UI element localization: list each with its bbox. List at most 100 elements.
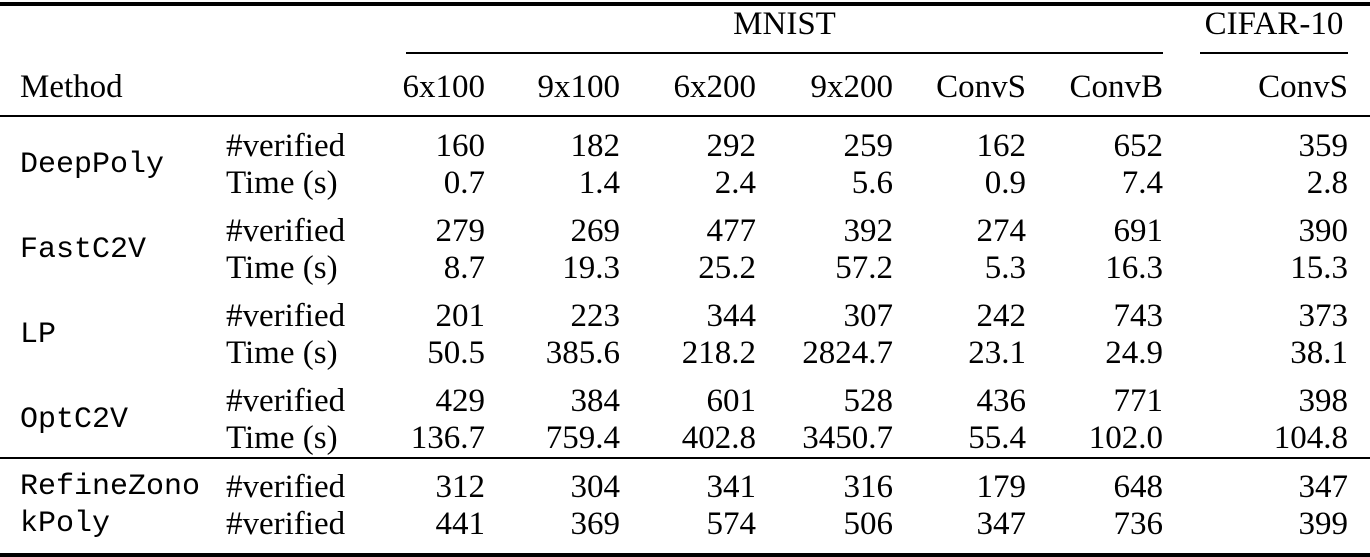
data-cell: 312 [390,457,485,506]
table-row: Time (s) 50.5 385.6 218.2 2824.7 23.1 24… [0,335,1370,372]
data-cell: 771 [1113,383,1164,419]
data-cell: 102.0 [1088,420,1163,456]
data-cell: 341 [620,457,756,506]
data-cell: 38.1 [1290,335,1348,371]
method-name: kPoly [20,507,111,541]
data-cell: 385.6 [545,335,620,371]
column-header-9x100: 9x100 [485,54,620,117]
data-cell: 759.4 [545,420,620,456]
table-row: OptC2V #verified 429 384 601 528 436 771… [0,372,1370,437]
data-cell: 691 [1113,213,1164,249]
metric-label: Time (s) [226,335,338,371]
data-cell: 373 [1298,298,1349,334]
data-cell: 601 [706,383,757,419]
data-cell: 398 [1298,383,1349,419]
data-cell: 24.9 [1105,335,1163,371]
table-row: Time (s) 0.7 1.4 2.4 5.6 0.9 7.4 2.8 [0,165,1370,202]
metric-label: Time (s) [226,165,338,201]
method-name: RefineZono [0,457,210,506]
table-row: Time (s) 8.7 19.3 25.2 57.2 5.3 16.3 15.… [0,250,1370,287]
data-cell: 182 [570,128,621,164]
data-cell: 279 [435,213,486,249]
column-header-convb: ConvB [1026,54,1163,117]
dataset-group-mnist: MNIST [390,4,1163,54]
data-cell: 1.4 [578,165,620,201]
data-cell: 259 [843,128,894,164]
metric-label: #verified [226,383,346,419]
data-cell: 743 [1113,298,1164,334]
data-cell: 5.3 [984,250,1026,286]
column-header-convs: ConvS [893,54,1026,117]
data-cell: 344 [706,298,757,334]
data-cell: 223 [570,298,621,334]
data-cell: 429 [435,383,486,419]
header-spacer [0,4,390,54]
data-cell: 307 [843,298,894,334]
method-name: FastC2V [20,232,147,267]
metric-label: #verified [210,457,390,506]
column-header-cifar-convs: ConvS [1163,54,1370,117]
column-header-6x100: 6x100 [390,54,485,117]
data-cell: 15.3 [1290,250,1348,286]
data-cell: 506 [843,506,894,542]
data-cell: 441 [435,506,486,542]
data-cell: 477 [706,213,757,249]
data-cell: 5.6 [851,165,893,201]
column-header-6x200: 6x200 [620,54,756,117]
data-cell: 50.5 [427,335,485,371]
table-row: LP #verified 201 223 344 307 242 743 373 [0,287,1370,352]
cifar10-group-rule: CIFAR-10 [1200,6,1348,54]
data-cell: 269 [570,213,621,249]
dataset-group-cifar10: CIFAR-10 [1163,4,1370,54]
data-cell: 104.8 [1273,420,1348,456]
data-cell: 399 [1298,506,1349,542]
data-cell: 19.3 [562,250,620,286]
data-cell: 3450.7 [802,420,893,456]
data-cell: 162 [976,128,1027,164]
method-column-header: Method [0,54,210,117]
table-row: FastC2V #verified 279 269 477 392 274 69… [0,202,1370,267]
data-cell: 16.3 [1105,250,1163,286]
data-cell: 23.1 [968,335,1026,371]
data-cell: 25.2 [698,250,756,286]
data-cell: 179 [893,457,1026,506]
data-cell: 392 [843,213,894,249]
dataset-group-label: MNIST [733,6,836,42]
data-cell: 304 [485,457,620,506]
data-cell: 201 [435,298,486,334]
metric-label: #verified [226,506,346,542]
data-cell: 736 [1113,506,1164,542]
data-cell: 160 [435,128,486,164]
data-cell: 136.7 [410,420,485,456]
metric-label: Time (s) [226,250,338,286]
data-cell: 402.8 [681,420,756,456]
column-header-9x200: 9x200 [756,54,893,117]
data-cell: 0.9 [984,165,1026,201]
metric-label: #verified [226,298,346,334]
data-cell: 384 [570,383,621,419]
table-row: DeepPoly #verified 160 182 292 259 162 6… [0,116,1370,182]
metric-label: #verified [226,213,346,249]
table-row: RefineZono #verified 312 304 341 316 179… [0,457,1370,506]
data-cell: 648 [1026,457,1163,506]
table-row: Time (s) 136.7 759.4 402.8 3450.7 55.4 1… [0,420,1370,458]
data-cell: 359 [1298,128,1349,164]
data-cell: 652 [1113,128,1164,164]
data-cell: 347 [976,506,1027,542]
data-cell: 57.2 [835,250,893,286]
column-header-row: Method 6x100 9x100 6x200 9x200 ConvS Con… [0,54,1370,117]
data-cell: 2.4 [714,165,756,201]
metric-label: #verified [226,128,346,164]
metric-label: Time (s) [226,420,338,456]
data-cell: 528 [843,383,894,419]
method-name: OptC2V [20,402,129,437]
metric-column-header [210,54,390,117]
mnist-group-rule: MNIST [406,6,1163,54]
data-cell: 316 [756,457,893,506]
dataset-group-label: CIFAR-10 [1204,6,1344,42]
dataset-group-row: MNIST CIFAR-10 [0,4,1370,54]
method-name: DeepPoly [20,147,165,182]
data-cell: 274 [976,213,1027,249]
table-row: kPoly #verified 441 369 574 506 347 736 … [0,506,1370,555]
